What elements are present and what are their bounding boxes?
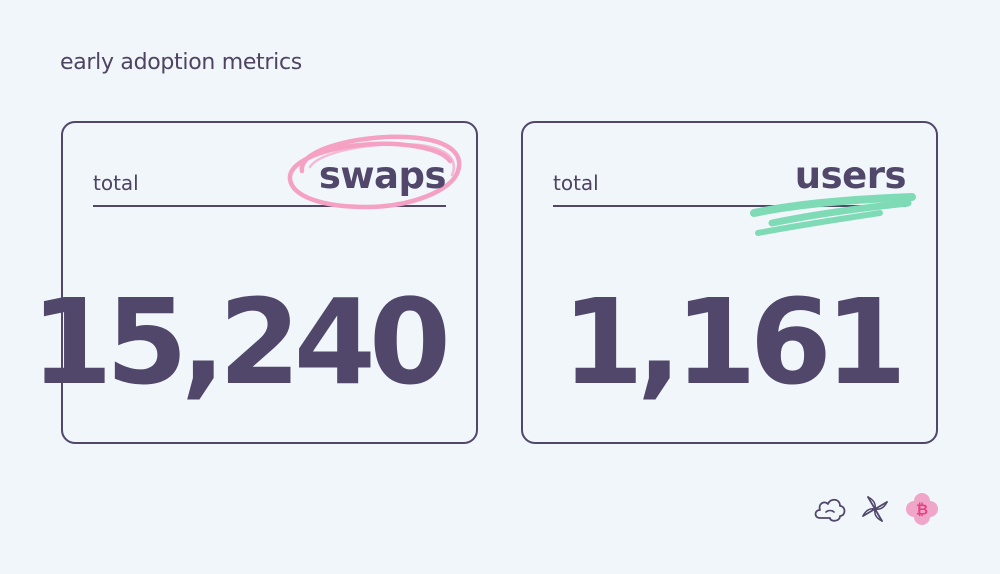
underline-highlight-marker — [750, 193, 916, 236]
total-swaps-card: total swaps 15,240 — [31, 121, 478, 444]
pinwheel-outline-icon — [862, 496, 888, 522]
bitcoin-flower-icon: ₿ — [906, 493, 938, 525]
total-users-card: total users 1,161 — [521, 121, 938, 444]
cloud-outline-icon — [814, 498, 846, 522]
card-label: total — [553, 171, 599, 195]
partner-logos: ₿ — [812, 491, 940, 527]
page-title: early adoption metrics — [60, 50, 302, 75]
card-header: total users — [553, 148, 916, 236]
swaps-count: 15,240 — [30, 273, 451, 411]
card-keyword: swaps — [318, 154, 447, 197]
card-label: total — [93, 171, 139, 195]
svg-text:₿: ₿ — [916, 501, 928, 519]
card-keyword: users — [794, 154, 907, 197]
users-count: 1,161 — [561, 273, 907, 411]
card-header: total swaps — [93, 134, 462, 210]
